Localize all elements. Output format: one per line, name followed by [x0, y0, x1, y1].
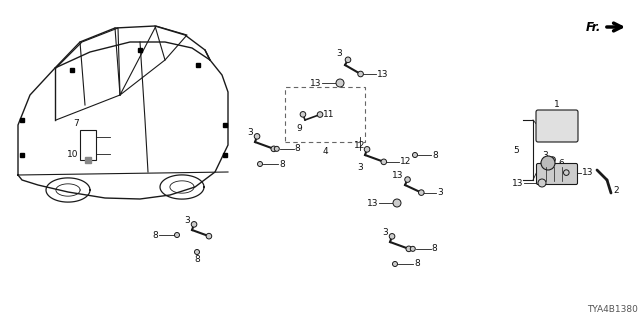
- Circle shape: [538, 179, 546, 187]
- Text: 8: 8: [194, 255, 200, 264]
- Text: 8: 8: [295, 144, 301, 153]
- Text: 12: 12: [400, 157, 411, 166]
- Circle shape: [410, 246, 415, 251]
- Circle shape: [254, 133, 260, 139]
- Text: 3: 3: [542, 150, 548, 159]
- Text: Fr.: Fr.: [586, 20, 601, 34]
- Circle shape: [364, 147, 370, 152]
- Text: 13: 13: [310, 78, 321, 87]
- Circle shape: [175, 233, 179, 237]
- Circle shape: [413, 153, 417, 157]
- Text: 8: 8: [432, 244, 438, 253]
- Circle shape: [345, 57, 351, 63]
- Circle shape: [381, 159, 387, 165]
- Circle shape: [419, 190, 424, 196]
- Circle shape: [191, 221, 197, 227]
- Circle shape: [300, 112, 306, 117]
- Text: 2: 2: [613, 186, 619, 195]
- Circle shape: [563, 170, 569, 175]
- Circle shape: [393, 199, 401, 207]
- FancyBboxPatch shape: [536, 110, 578, 142]
- Bar: [285, 87, 365, 142]
- Text: 11: 11: [323, 110, 335, 119]
- Circle shape: [271, 146, 276, 152]
- Text: 7: 7: [73, 119, 79, 128]
- Text: 13: 13: [376, 69, 388, 78]
- Text: 5: 5: [513, 146, 519, 155]
- Circle shape: [389, 234, 395, 239]
- Text: 13: 13: [511, 179, 523, 188]
- Circle shape: [541, 156, 555, 170]
- Text: 1: 1: [554, 100, 560, 109]
- Text: 3: 3: [382, 228, 388, 237]
- Circle shape: [206, 233, 212, 239]
- Text: 8: 8: [414, 260, 420, 268]
- Bar: [80, 130, 96, 160]
- Text: 13: 13: [392, 171, 403, 180]
- Circle shape: [195, 250, 200, 254]
- Circle shape: [392, 261, 397, 267]
- Text: 3: 3: [357, 163, 363, 172]
- Circle shape: [336, 79, 344, 87]
- Text: 13: 13: [582, 168, 594, 177]
- Circle shape: [404, 177, 410, 182]
- Text: 12: 12: [355, 141, 365, 150]
- Text: 3: 3: [247, 127, 253, 137]
- Circle shape: [406, 246, 412, 252]
- Circle shape: [257, 162, 262, 166]
- Text: 3: 3: [437, 188, 443, 197]
- Text: 6: 6: [558, 158, 564, 167]
- Circle shape: [317, 112, 323, 117]
- Text: 9: 9: [296, 124, 302, 132]
- Circle shape: [358, 71, 364, 77]
- Circle shape: [550, 157, 556, 162]
- Text: 8: 8: [152, 230, 158, 239]
- Text: 8: 8: [432, 150, 438, 159]
- FancyBboxPatch shape: [536, 164, 577, 185]
- Text: TYA4B1380: TYA4B1380: [587, 305, 638, 314]
- Text: 3: 3: [184, 216, 190, 225]
- Text: 3: 3: [336, 49, 342, 58]
- Text: 8: 8: [279, 159, 285, 169]
- Text: 4: 4: [322, 147, 328, 156]
- Circle shape: [275, 146, 279, 151]
- Text: 13: 13: [367, 198, 378, 207]
- Text: 10: 10: [67, 149, 78, 158]
